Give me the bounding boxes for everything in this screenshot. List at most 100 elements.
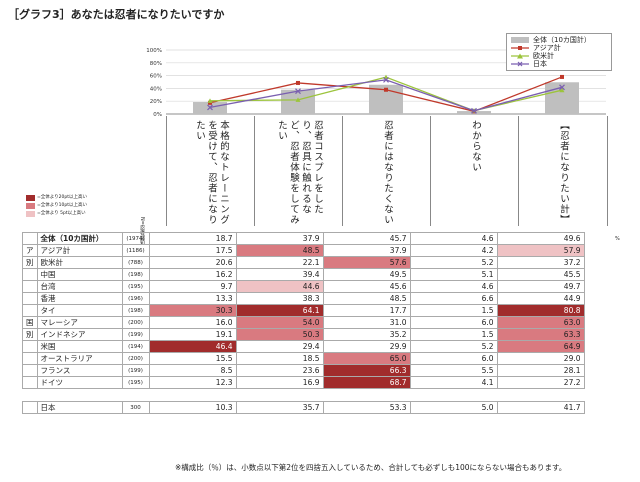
series-point — [295, 97, 301, 102]
table-cell: 29.0 — [496, 352, 585, 365]
y-tick-label: 80% — [150, 61, 162, 67]
row-group — [22, 376, 38, 389]
row-base: (1186) — [121, 244, 150, 257]
table-cell: 48.5 — [322, 292, 411, 305]
row-group — [22, 268, 38, 281]
row-base: (788) — [121, 256, 150, 269]
table-cell: 1.5 — [409, 328, 498, 341]
table-cell: 37.9 — [322, 244, 411, 257]
table-cell: 23.6 — [235, 364, 324, 377]
legend-line-swatch — [511, 53, 529, 59]
table-cell: 37.2 — [496, 256, 585, 269]
table-cell: 4.1 — [409, 376, 498, 389]
table-cell: 20.6 — [148, 256, 237, 269]
row-label: 全体（10カ国計） — [36, 232, 123, 245]
row-base: 300 — [121, 401, 150, 414]
series-point — [471, 107, 477, 114]
row-group: 別 — [22, 256, 38, 269]
row-label: ドイツ — [36, 376, 123, 389]
table-cell: 17.5 — [148, 244, 237, 257]
table-cell: 44.6 — [235, 280, 324, 293]
table-cell: 12.3 — [148, 376, 237, 389]
legend-label: 欧米計 — [533, 52, 554, 60]
table-cell: 49.5 — [322, 268, 411, 281]
row-group: 国 — [22, 316, 38, 329]
table-cell: 18.5 — [235, 352, 324, 365]
table-cell: 45.6 — [322, 280, 411, 293]
table-cell: 35.2 — [322, 328, 411, 341]
highlight-swatch-20pt — [26, 195, 35, 201]
table-cell: 19.1 — [148, 328, 237, 341]
row-base: (200) — [121, 352, 150, 365]
row-base: (196) — [121, 292, 150, 305]
highlight-legend-item: =全体より10pt以上高い — [26, 202, 87, 210]
table-cell: 68.7 — [322, 376, 411, 389]
row-group — [22, 232, 38, 245]
table-cell: 45.7 — [322, 232, 411, 245]
table-cell: 13.3 — [148, 292, 237, 305]
series-point — [384, 87, 388, 92]
footnote: ※構成比（％）は、小数点以下第2位を四捨五入しているため、合計しても必ずしも10… — [175, 463, 567, 472]
table-cell: 44.9 — [496, 292, 585, 305]
table-cell: 80.8 — [496, 304, 585, 317]
table-cell: 17.7 — [322, 304, 411, 317]
row-base: (199) — [121, 328, 150, 341]
table-row: 全体（10カ国計） (1974) 18.7 37.9 45.7 4.6 49.6 — [22, 232, 585, 245]
legend-item-line-2: 日本 — [511, 60, 607, 68]
table-cell: 9.7 — [148, 280, 237, 293]
series-point — [296, 80, 300, 85]
table-cell: 46.4 — [148, 340, 237, 353]
row-label: アジア計 — [36, 244, 123, 257]
highlight-label: =全体より10pt以上高い — [37, 203, 88, 208]
table-cell: 54.0 — [235, 316, 324, 329]
table-cell: 45.5 — [496, 268, 585, 281]
row-group — [22, 364, 38, 377]
category-label-4: 【忍者になりたい計】 — [518, 116, 608, 226]
table-cell: 5.2 — [409, 340, 498, 353]
table-cell: 63.3 — [496, 328, 585, 341]
series-point — [207, 98, 213, 103]
table-cell: 10.3 — [148, 401, 237, 414]
series-point — [295, 88, 301, 95]
highlight-label: =全体より 5pt以上高い — [37, 211, 86, 216]
table-row: フランス (199) 8.5 23.6 66.3 5.5 28.1 — [22, 364, 585, 377]
highlight-legend-item: =全体より20pt以上高い — [26, 194, 87, 202]
table-cell: 53.3 — [322, 401, 411, 414]
row-label: マレーシア — [36, 316, 123, 329]
table-cell: 37.9 — [235, 232, 324, 245]
table-row: 別インドネシア (199) 19.1 50.3 35.2 1.5 63.3 — [22, 328, 585, 341]
table-row: タイ (198) 30.3 64.1 17.7 1.5 80.8 — [22, 304, 585, 317]
legend-item-line-1: 欧米計 — [511, 52, 607, 60]
chart-legend: 全体（10カ国計） アジア計 欧米計 日本 — [506, 33, 612, 71]
row-label: 中国 — [36, 268, 123, 281]
table-cell: 18.7 — [148, 232, 237, 245]
row-label: 米国 — [36, 340, 123, 353]
row-group — [22, 280, 38, 293]
table-cell: 1.5 — [409, 304, 498, 317]
legend-bar-swatch — [511, 37, 529, 43]
table-row: 日本 300 10.3 35.7 53.3 5.0 41.7 — [22, 401, 585, 414]
category-label-2: 忍者にはなりたくない — [342, 116, 431, 226]
table-cell: 29.9 — [322, 340, 411, 353]
row-group: ア — [22, 244, 38, 257]
page-title: ［グラフ3］あなたは忍者になりたいですか — [8, 8, 225, 21]
table-row: ドイツ (195) 12.3 16.9 68.7 4.1 27.2 — [22, 376, 585, 389]
highlight-swatch-10pt — [26, 203, 35, 209]
row-label: 欧米計 — [36, 256, 123, 269]
legend-label: 全体（10カ国計） — [533, 36, 591, 44]
table-cell: 5.2 — [409, 256, 498, 269]
table-cell: 6.0 — [409, 316, 498, 329]
table-cell: 66.3 — [322, 364, 411, 377]
row-label: フランス — [36, 364, 123, 377]
y-tick-label: 20% — [150, 99, 162, 105]
legend-label: アジア計 — [533, 44, 561, 52]
table-spacer — [23, 389, 585, 402]
y-tick-label: 60% — [150, 74, 162, 80]
table-cell: 28.1 — [496, 364, 585, 377]
y-tick-label: 40% — [150, 86, 162, 92]
base-label: N=忍者認知 — [139, 217, 145, 245]
series-point — [560, 74, 564, 79]
table-row: 米国 (194) 46.4 29.4 29.9 5.2 64.9 — [22, 340, 585, 353]
table-row: 台湾 (195) 9.7 44.6 45.6 4.6 49.7 — [22, 280, 585, 293]
table-cell: 16.9 — [235, 376, 324, 389]
